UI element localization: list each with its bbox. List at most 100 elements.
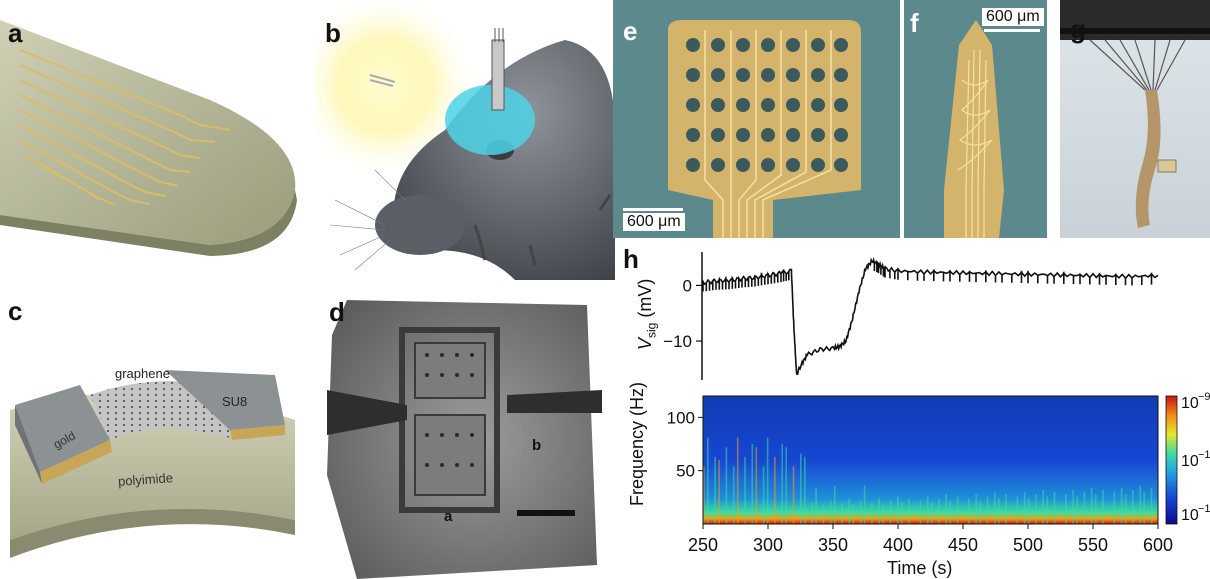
spectrogram-streak xyxy=(785,447,787,524)
panel-b: b xyxy=(315,0,615,280)
colorbar-tick-exponent: −1 xyxy=(1198,449,1210,461)
spectrogram-x-tick-label: 450 xyxy=(948,535,978,555)
spectrogram-streak xyxy=(841,502,843,524)
panel-c-label: c xyxy=(8,296,23,326)
spectrogram-streak xyxy=(968,498,970,524)
spectrogram-streak xyxy=(975,494,977,524)
spectrogram-streak xyxy=(774,456,776,524)
panel-a: a xyxy=(0,0,305,265)
panel-e-scale-label: 600 μm xyxy=(623,213,685,231)
spectrogram-streak xyxy=(871,502,873,524)
spectrogram-streak xyxy=(1113,492,1116,524)
spectrogram-streak xyxy=(859,500,862,524)
spectrogram-streak xyxy=(1143,492,1145,524)
panel-h-label: h xyxy=(623,244,639,274)
spectrogram-streak xyxy=(901,502,903,524)
spectrogram-x-tick-label: 250 xyxy=(688,535,718,555)
panel-b-illustration xyxy=(315,0,615,280)
spectrogram-streak xyxy=(804,456,806,524)
spectrogram-streak xyxy=(744,456,746,524)
spectrogram-streak xyxy=(1023,492,1026,524)
spectrogram-x-tick-label: 300 xyxy=(753,535,783,555)
spectrogram-y-tick-label: 50 xyxy=(676,462,695,481)
spectrogram-streak xyxy=(986,496,989,524)
panel-d-label: d xyxy=(329,297,345,327)
spectrogram-streak xyxy=(815,487,817,524)
spectrogram-streak xyxy=(1046,496,1049,524)
spectrogram-streak xyxy=(1076,496,1078,524)
colorbar-tick-exponent: −9 xyxy=(1198,391,1210,403)
trace-y-tick-label: −10 xyxy=(663,332,692,351)
spectrogram-streak xyxy=(878,498,880,524)
panel-e-label: e xyxy=(623,16,638,46)
spectrogram-x-tick-label: 550 xyxy=(1078,535,1108,555)
spectrogram-y-label: Frequency (Hz) xyxy=(627,381,647,506)
spectrogram-streak xyxy=(949,500,952,524)
spectrogram-x-tick-label: 350 xyxy=(818,535,848,555)
su8-callout: SU8 xyxy=(222,394,248,409)
panel-c: c graphene SU8 gold polyimide xyxy=(0,290,305,579)
spectrogram-streak xyxy=(863,485,866,524)
panel-a-illustration xyxy=(0,0,305,265)
spectrogram-streak xyxy=(822,504,825,524)
panel-g: g xyxy=(1060,0,1210,238)
spectrogram-streak xyxy=(1102,489,1104,524)
panel-b-label: b xyxy=(325,18,341,48)
colorbar xyxy=(1165,395,1178,525)
panel-d-mark-a: a xyxy=(444,508,453,525)
spectrogram-streak xyxy=(707,437,709,524)
spectrogram-streak xyxy=(882,504,884,524)
panel-h: h 0 −10 Vsig (mV) 250 300 350 400 450 500 550 60… xyxy=(615,240,1210,579)
spectrogram-x-label: Time (s) xyxy=(887,558,953,578)
spectrogram-streak xyxy=(829,500,832,524)
colorbar-tick-exponent: −1 xyxy=(1198,503,1210,515)
spectrogram-streak xyxy=(1072,489,1074,524)
panel-c-illustration xyxy=(0,290,305,579)
spectrogram-streak xyxy=(766,437,769,524)
spectrogram-streak xyxy=(889,500,892,524)
spectrogram-streak xyxy=(732,466,735,524)
spectrogram-streak xyxy=(703,466,705,524)
panel-f-label: f xyxy=(910,8,919,38)
spectrogram-x-tick-label: 600 xyxy=(1143,535,1173,555)
spectrogram-streak xyxy=(908,498,910,524)
panel-d-mark-b: b xyxy=(532,437,542,454)
spectrogram-streak xyxy=(755,447,758,524)
panel-f-micrograph xyxy=(904,0,1047,238)
spectrogram-x-tick-label: 500 xyxy=(1013,535,1043,555)
spectrogram-streak xyxy=(926,496,929,524)
spectrogram-streak xyxy=(725,447,728,524)
spectrogram-streak xyxy=(1124,494,1127,524)
spectrogram-streak xyxy=(945,494,947,524)
spectrogram-frame xyxy=(702,395,1159,525)
panel-e: e 600 μm xyxy=(613,0,900,238)
spectrogram-streak xyxy=(1005,494,1007,524)
spectrogram-streak xyxy=(762,466,765,524)
spectrogram-streak xyxy=(1083,492,1086,524)
spectrogram-streak xyxy=(956,496,959,524)
panel-a-label: a xyxy=(8,18,23,48)
spectrogram-streak xyxy=(751,444,754,524)
spectrogram-streak xyxy=(1120,487,1123,524)
colorbar-tick-label: 10 xyxy=(1181,453,1199,470)
spectrogram-streak xyxy=(938,498,940,524)
spectrogram-streak xyxy=(833,485,836,524)
spectrogram-streak xyxy=(848,498,851,524)
spectrogram-streak xyxy=(718,460,720,524)
spectrogram-streak xyxy=(998,498,1000,524)
panel-d: d b a xyxy=(327,295,602,579)
spectrogram-streak xyxy=(993,492,996,524)
spectrogram-streak xyxy=(919,500,922,524)
panel-f-scale-label: 600 μm xyxy=(982,8,1044,26)
spectrogram-streak xyxy=(1139,485,1141,524)
spectrogram-streak xyxy=(1094,494,1097,524)
colorbar-tick-label: 10 xyxy=(1181,507,1199,524)
spectrogram-streak xyxy=(1035,494,1037,524)
spectrogram-streak xyxy=(1090,487,1093,524)
spectrogram-streak xyxy=(1053,492,1056,524)
spectrogram-streak xyxy=(1042,489,1044,524)
spectrogram-streak xyxy=(800,453,802,524)
spectrogram-streak xyxy=(979,500,981,524)
spectrogram-y-tick-label: 100 xyxy=(667,408,695,427)
